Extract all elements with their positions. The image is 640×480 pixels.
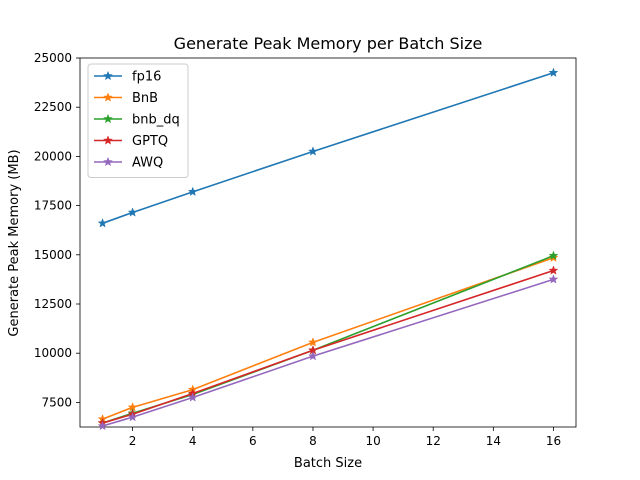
y-tick-label: 15000: [34, 248, 72, 262]
y-axis-label: Generate Peak Memory (MB): [7, 149, 22, 336]
x-tick-label: 10: [365, 434, 380, 448]
x-tick-label: 12: [426, 434, 441, 448]
chart-title: Generate Peak Memory per Batch Size: [174, 34, 483, 53]
y-tick-label: 20000: [34, 149, 72, 163]
y-tick-label: 17500: [34, 199, 72, 213]
data-point-fp16: [548, 67, 559, 77]
series-line-AWQ: [102, 278, 554, 427]
data-point-fp16: [97, 218, 108, 228]
data-point-fp16: [187, 186, 198, 197]
x-tick-label: 8: [309, 434, 317, 448]
legend-label-BnB: BnB: [132, 91, 158, 106]
legend-marker-BnB: [103, 92, 113, 102]
legend-label-GPTQ: GPTQ: [132, 134, 168, 149]
legend-label-bnb_dq: bnb_dq: [132, 113, 180, 128]
y-tick-label: 22500: [34, 100, 72, 114]
data-point-fp16: [127, 207, 138, 217]
legend-box: [87, 63, 189, 178]
y-tick-label: 12500: [34, 297, 72, 311]
y-tick-label: 10000: [34, 346, 72, 360]
y-tick-label: 25000: [34, 51, 72, 65]
legend-marker-bnb_dq: [103, 113, 113, 124]
data-point-fp16: [308, 146, 318, 156]
x-tick-label: 14: [486, 434, 501, 448]
y-tick-label: 7500: [41, 395, 72, 409]
x-tick-label: 2: [129, 434, 137, 448]
x-axis-label: Batch Size: [294, 456, 362, 471]
plot-area: 2 4 6 8 10 12 14 16 7500 10000 12500 15000 17500 2000…: [34, 51, 577, 448]
legend-marker-AWQ: [103, 156, 113, 167]
legend-label-fp16: fp16: [132, 70, 161, 85]
series-line-GPTQ: [102, 269, 554, 424]
data-point-GPTQ: [548, 265, 559, 275]
legend-marker-GPTQ: [103, 135, 113, 145]
axes-frame: [79, 57, 577, 428]
data-point-AWQ: [548, 274, 559, 284]
legend-marker-fp16: [103, 70, 113, 81]
data-point-AWQ: [187, 392, 198, 402]
data-point-BnB: [308, 337, 318, 347]
x-tick-label: 4: [189, 434, 197, 448]
legend-label-AWQ: AWQ: [132, 156, 163, 171]
data-point-AWQ: [127, 411, 138, 422]
data-point-AWQ: [97, 420, 108, 431]
data-point-AWQ: [308, 350, 318, 361]
x-tick-label: 6: [249, 434, 257, 448]
x-tick-label: 16: [546, 434, 561, 448]
data-point-bnb_dq: [548, 250, 559, 260]
